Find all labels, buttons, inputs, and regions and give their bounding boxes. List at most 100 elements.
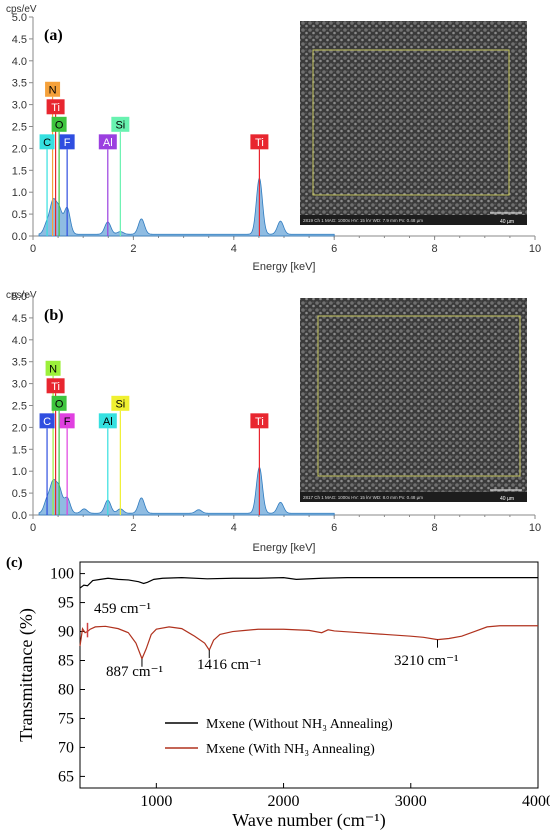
sem-image	[300, 21, 527, 225]
x-tick-label: 0	[30, 522, 36, 534]
y-tick-label: 2.0	[12, 422, 27, 434]
spectrum	[38, 177, 335, 237]
marker-box	[46, 378, 65, 394]
x-tick-label: 2	[130, 522, 136, 534]
marker-box	[111, 116, 130, 132]
marker-label-ti: Ti	[255, 137, 264, 149]
marker-box	[98, 134, 117, 150]
spectrum-area	[38, 177, 335, 237]
marker-label-al: Al	[103, 137, 113, 149]
sem-caption-bar	[300, 215, 527, 225]
marker-box	[45, 360, 61, 376]
x-tick-label: 10	[529, 522, 541, 534]
x-axis-label: Energy [keV]	[253, 542, 316, 554]
ftir-panel-c: (c) 65 70 75 80 85 90 95 100 1000 2000 3000 4000 45…	[6, 555, 550, 831]
y-tick-label: 1.5	[12, 444, 27, 456]
y-tick-label: 95	[58, 595, 74, 612]
marker-box	[250, 413, 269, 429]
panel-label: (c)	[6, 555, 23, 571]
annotation-459: 459 cm⁻¹	[94, 601, 151, 617]
series-line-with	[79, 625, 538, 661]
y-tick-label: 2.5	[12, 122, 27, 134]
x-tick-label: 0	[30, 243, 36, 255]
y-unit-label: cps/eV	[6, 4, 37, 15]
annotation-1416: 1416 cm⁻¹	[197, 657, 262, 673]
marker-label-ti: Ti	[255, 416, 264, 428]
marker-box	[39, 134, 55, 150]
marker-label-f: F	[64, 137, 71, 149]
scan-region-box	[312, 49, 510, 196]
y-tick-label: 70	[58, 739, 74, 756]
sem-caption: 2819 Ch 1 MAG: 1000x HV: 15 kV WD: 7.9 m…	[303, 218, 423, 223]
panel-label: (b)	[44, 307, 64, 324]
marker-box	[51, 116, 67, 132]
y-unit-label: cps/eV	[6, 290, 37, 301]
y-tick-label: 1.5	[12, 165, 27, 177]
x-tick-label: 4	[231, 522, 237, 534]
marker-label-n: N	[49, 363, 57, 375]
x-tick-label: 6	[331, 522, 337, 534]
marker-box	[98, 413, 117, 429]
y-tick-label: 1.0	[12, 187, 27, 199]
y-tick-label: 80	[58, 681, 74, 698]
annotation-3210: 3210 cm⁻¹	[394, 653, 459, 669]
x-tick-label: 8	[432, 522, 438, 534]
marker-label-si: Si	[115, 119, 125, 131]
x-tick-label: 2	[130, 243, 136, 255]
marker-label-ti: Ti	[51, 102, 60, 114]
scale-label: 40 µm	[500, 496, 514, 502]
annotations: 459 cm⁻¹ 887 cm⁻¹ 1416 cm⁻¹ 3210 cm⁻¹	[94, 601, 459, 680]
marker-label-f: F	[64, 416, 71, 428]
marker-label-c: C	[43, 137, 51, 149]
y-tick-label: 4.0	[12, 335, 27, 347]
y-tick-label: 4.5	[12, 313, 27, 325]
y-tick-label: 90	[58, 624, 74, 641]
y-tick-label: 4.0	[12, 56, 27, 68]
marker-box	[59, 413, 75, 429]
plot-frame	[79, 561, 539, 789]
scale-label: 40 µm	[500, 219, 514, 225]
sem-inset: 2817 Ch 1 MAG: 1000x HV: 15 kV WD: 8.0 m…	[300, 298, 527, 502]
marker-box	[45, 81, 61, 97]
y-tick-label: 3.0	[12, 379, 27, 391]
y-tick-label: 4.5	[12, 34, 27, 46]
legend: Mxene (Without NH₃ Annealing) Mxene (Wit…	[165, 717, 393, 757]
marker-label-ti: Ti	[51, 381, 60, 393]
y-tick-label: 1.0	[12, 466, 27, 478]
y-tick-label: 3.0	[12, 100, 27, 112]
sem-caption-bar	[300, 492, 527, 502]
axes: 0.0 0.5 1.0 1.5 2.0 2.5 3.0 3.5 4.0 4.5 5.0 0 2 4 6 8 10	[12, 12, 541, 255]
x-axis-label: Energy [keV]	[253, 261, 316, 273]
x-tick-label: 10	[529, 243, 541, 255]
y-tick-label: 75	[58, 710, 74, 727]
scan-region-box	[317, 315, 521, 477]
series	[79, 577, 538, 667]
marker-box	[51, 395, 67, 411]
eds-panel-b: cps/eV (b) 0.0 0.5 1.0 1.5 2.0 2.5 3.0 3.5 4.0 4.…	[6, 290, 541, 554]
x-tick-label: 1000	[140, 793, 172, 810]
x-tick-label: 6	[331, 243, 337, 255]
y-tick-label: 0.0	[12, 231, 27, 243]
y-tick-label: 2.0	[12, 143, 27, 155]
x-tick-label: 3000	[395, 793, 427, 810]
marker-label-c: C	[43, 416, 51, 428]
marker-box	[59, 134, 75, 150]
x-tick-label: 4000	[522, 793, 550, 810]
y-tick-label: 0.0	[12, 510, 27, 522]
eds-panel-a: cps/eV (a) 0.0 0.5 1.0 1.5 2.0 2.5 3.0 3.5 4.0 4.…	[6, 4, 541, 273]
y-tick-label: 0.5	[12, 209, 27, 221]
marker-box	[111, 395, 130, 411]
y-tick-label: 65	[58, 768, 74, 785]
y-tick-label: 3.5	[12, 357, 27, 369]
marker-label-o: O	[55, 119, 64, 131]
annotation-887: 887 cm⁻¹	[106, 664, 163, 680]
marker-label-o: O	[55, 398, 64, 410]
marker-box	[250, 134, 269, 150]
y-tick-label: 5.0	[12, 12, 27, 24]
sem-inset: 2819 Ch 1 MAG: 1000x HV: 15 kV WD: 7.9 m…	[300, 21, 527, 225]
legend-label-without: Mxene (Without NH₃ Annealing)	[206, 717, 393, 732]
axes: 65 70 75 80 85 90 95 100 1000 2000 3000 4000	[50, 566, 550, 810]
y-tick-label: 3.5	[12, 78, 27, 90]
